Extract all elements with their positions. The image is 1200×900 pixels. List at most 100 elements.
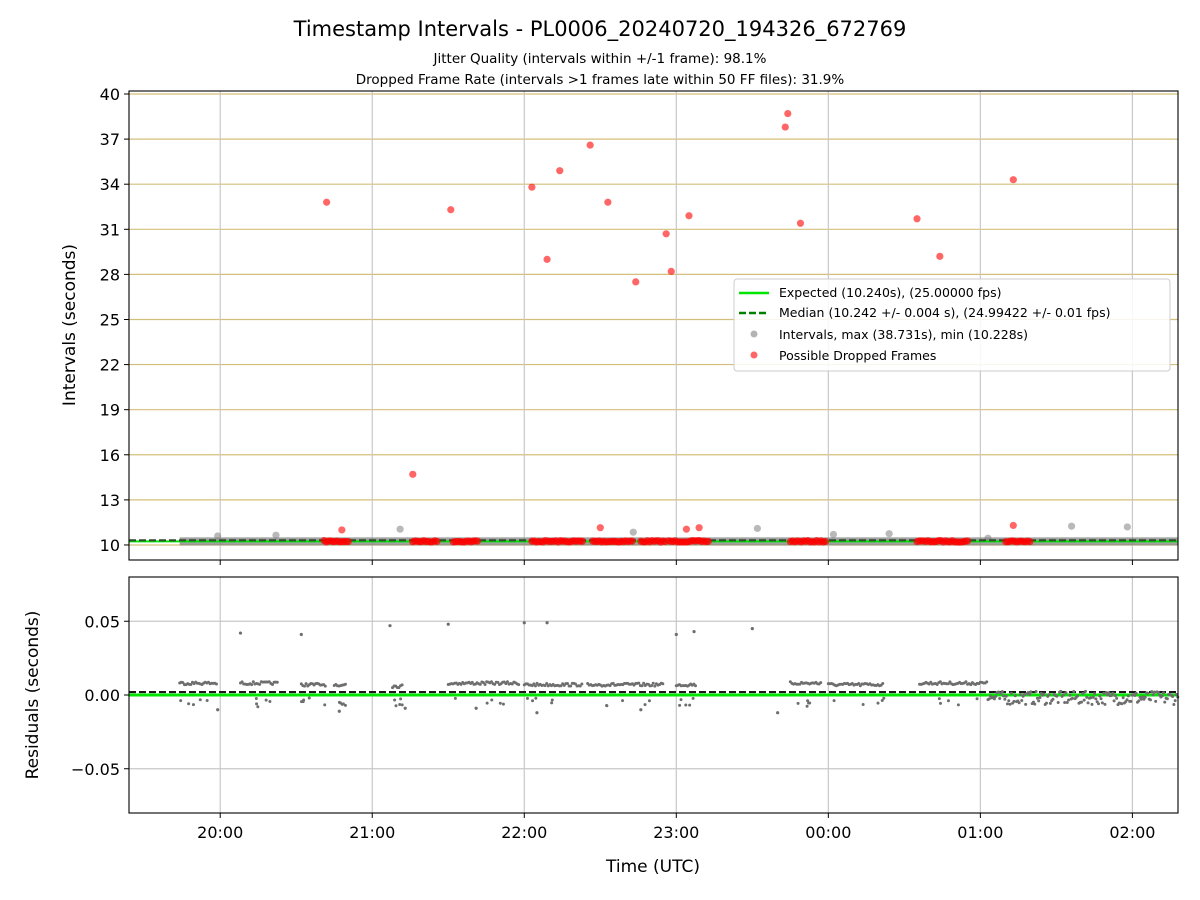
dropped-frame-point <box>473 537 482 545</box>
residual-point <box>1002 694 1006 698</box>
residual-point <box>578 684 582 688</box>
dropped-frame-point <box>604 198 612 206</box>
residual-point <box>1152 690 1156 694</box>
residual-point <box>388 624 392 628</box>
residual-point <box>525 696 529 700</box>
legend-box <box>733 278 1171 372</box>
residual-point <box>640 684 644 688</box>
x-tick-label: 22:00 <box>501 823 547 842</box>
intervals-y-tick-label: 28 <box>100 265 120 284</box>
legend-expected-label: Expected (10.240s), (25.00000 fps) <box>779 285 1001 300</box>
intervals-point <box>396 525 404 533</box>
residual-point <box>569 684 573 688</box>
residual-point <box>1148 698 1152 702</box>
dropped-frame-point <box>695 524 703 532</box>
residual-point <box>985 680 989 684</box>
residual-point <box>179 699 183 703</box>
x-tick-label: 01:00 <box>957 823 1003 842</box>
residual-point <box>881 682 885 686</box>
residual-point <box>198 698 202 702</box>
residual-point <box>1173 699 1177 703</box>
residual-point <box>1096 702 1100 706</box>
dropped-frame-point <box>1009 176 1017 184</box>
residual-point <box>1004 694 1008 698</box>
residual-point <box>1029 690 1033 694</box>
x-tick-label: 23:00 <box>653 823 699 842</box>
residual-point <box>251 680 255 684</box>
residual-point <box>275 680 279 684</box>
residual-point <box>191 703 195 707</box>
residual-point <box>343 703 347 707</box>
dropped-frame-point <box>632 278 640 286</box>
residual-point <box>996 690 1000 694</box>
residual-point <box>1009 691 1013 695</box>
residual-point <box>796 701 800 705</box>
residual-point <box>1005 702 1009 706</box>
residual-point <box>1017 701 1021 705</box>
residual-point <box>1150 690 1154 694</box>
residual-point <box>637 681 641 685</box>
dropped-frame-point <box>936 252 944 260</box>
residual-point <box>1165 697 1169 701</box>
dropped-frame-point <box>913 215 921 223</box>
residual-point <box>299 700 303 704</box>
dropped-frame-point <box>685 212 693 220</box>
residual-point <box>1063 700 1067 704</box>
residual-point <box>501 702 505 706</box>
residual-point <box>181 681 185 685</box>
residual-point <box>861 702 865 706</box>
residual-point <box>692 629 696 634</box>
residual-point <box>1171 694 1175 698</box>
residual-point <box>1064 691 1068 695</box>
residual-point <box>1120 702 1124 706</box>
residual-point <box>653 684 657 688</box>
residual-point <box>808 701 812 705</box>
residual-point <box>1047 693 1051 697</box>
residual-point <box>691 696 695 700</box>
residual-point <box>650 684 654 688</box>
residual-point <box>880 699 884 703</box>
residual-point <box>1061 693 1065 697</box>
residuals-plot-frame <box>128 576 1179 814</box>
residual-point <box>256 705 260 709</box>
residual-point <box>621 699 625 703</box>
dropped-frame-point <box>323 198 331 206</box>
residual-point <box>1103 702 1107 706</box>
residual-point <box>531 699 535 703</box>
intervals-y-tick-label: 16 <box>100 446 120 465</box>
residual-point <box>1172 703 1176 707</box>
dropped-frame-point <box>628 537 636 545</box>
residual-point <box>1007 699 1011 703</box>
residual-point <box>1115 696 1119 700</box>
residual-point <box>1163 700 1167 704</box>
residual-point <box>946 699 950 703</box>
residual-point <box>403 706 407 710</box>
residual-point <box>1038 696 1042 700</box>
residual-point <box>493 682 497 686</box>
residual-point <box>337 709 341 713</box>
intervals-point <box>753 524 761 533</box>
residual-point <box>299 632 303 637</box>
residual-point <box>453 696 457 700</box>
residual-point <box>1139 697 1143 701</box>
residual-point <box>1089 696 1093 700</box>
x-axis-label: Time (UTC) <box>605 857 700 877</box>
residual-point <box>1143 695 1147 699</box>
dropped-frame-point <box>682 525 691 533</box>
residual-point <box>1093 692 1097 696</box>
residual-point <box>1091 695 1095 699</box>
residual-point <box>534 696 538 700</box>
residual-point <box>938 701 942 705</box>
residual-point <box>750 627 754 631</box>
intervals-point <box>1067 522 1076 530</box>
residual-point <box>254 696 258 700</box>
residual-point <box>478 682 482 686</box>
intervals-y-tick-label: 10 <box>100 536 120 555</box>
dropped-frame-point <box>447 206 455 214</box>
residual-point <box>1086 701 1090 705</box>
legend-dropped-swatch <box>750 351 758 359</box>
residual-point <box>987 697 991 701</box>
residual-point <box>470 680 474 684</box>
residual-point <box>550 698 554 702</box>
